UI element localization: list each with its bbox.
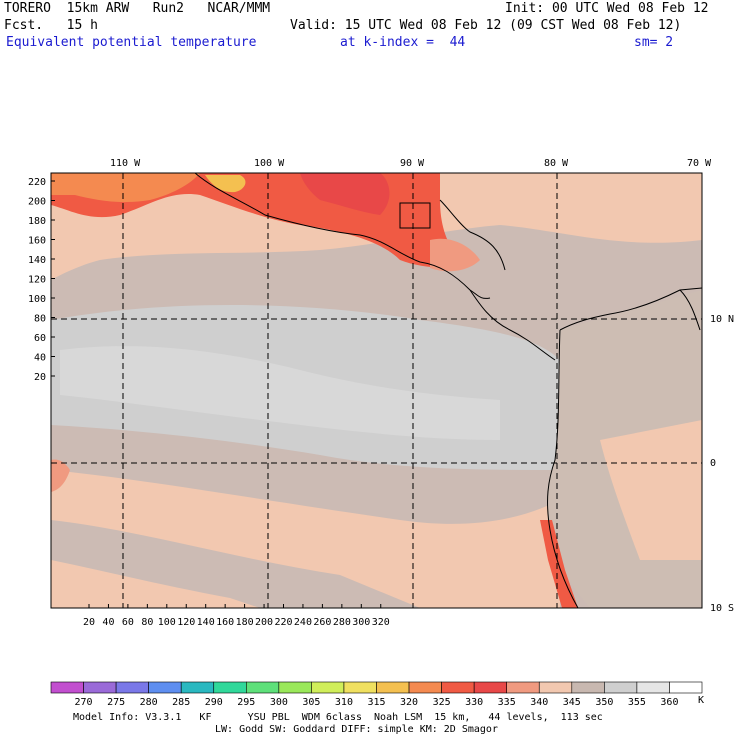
x-grid-label: 180 [236,617,254,628]
plot-frame [50,172,703,609]
colorbar-swatch [50,681,84,694]
y-grid-label: 180 [28,216,46,227]
lon-labels: 110 W 100 W 90 W 80 W 70 W [110,158,712,169]
valid-time: Valid: 15 UTC Wed 08 Feb 12 (09 CST Wed … [290,18,682,33]
x-grid-label: 220 [274,617,292,628]
colorbar-label: 345 [563,697,581,708]
colorbar-swatch [148,681,182,694]
coastlines [194,172,703,609]
colorbar-swatch [636,681,670,694]
x-grid-label: 260 [313,617,331,628]
forecast-hour: Fcst. 15 h [4,18,98,33]
colorbar-swatch [83,681,117,694]
colorbar-swatch [538,681,573,694]
colorbar-label: 275 [107,697,125,708]
colorbar-label: 300 [270,697,288,708]
model-title: TORERO 15km ARW Run2 NCAR/MMM [4,1,271,16]
colorbar-swatch [180,681,215,694]
x-grid-label: 120 [177,617,195,628]
smoothing: sm= 2 [634,35,674,50]
colorbar-label: 360 [660,697,678,708]
colorbar-swatch [571,681,605,694]
y-grid-label: 40 [34,353,46,364]
colorbar-swatch [376,681,410,694]
colorbar-label: 350 [595,697,613,708]
lon-label: 90 W [400,158,425,169]
x-grid-ticks: 20 40 60 80 100 120 140 160 180 200 220 240 260 280 30… [83,604,390,628]
x-grid-label: 280 [333,617,351,628]
colorbar-label: 310 [335,697,353,708]
colorbar-swatch [473,681,507,694]
graticule [51,173,702,608]
physics-info: LW: Godd SW: Goddard DIFF: simple KM: 2D… [215,724,498,735]
colorbar-swatch [343,681,377,694]
colorbar-label: 285 [172,697,190,708]
y-grid-ticks: 220 200 180 160 140 120 100 80 60 40 20 [28,177,55,383]
lat-label: 0 [710,458,716,469]
colorbar-swatch [115,681,149,694]
model-info: Model Info: V3.3.1 KF YSU PBL WDM 6class… [73,712,603,723]
y-grid-label: 60 [34,333,46,344]
colorbar-swatch [669,681,703,694]
colorbar-swatch [604,681,638,694]
field-name: Equivalent potential temperature [6,35,257,50]
y-grid-label: 120 [28,275,46,286]
y-grid-label: 200 [28,197,46,208]
colorbar-label: 315 [367,697,385,708]
colorbar-label: 295 [237,697,255,708]
level-index: at k-index = 44 [340,35,466,50]
lon-label: 70 W [687,158,712,169]
colorbar-label: 305 [302,697,320,708]
init-time: Init: 00 UTC Wed 08 Feb 12 [505,1,709,16]
y-grid-label: 140 [28,255,46,266]
y-grid-label: 80 [34,314,46,325]
x-grid-label: 20 [83,617,95,628]
x-grid-label: 80 [141,617,153,628]
x-grid-label: 320 [372,617,390,628]
x-grid-label: 160 [216,617,234,628]
lon-label: 80 W [544,158,569,169]
colorbar-label: 320 [400,697,418,708]
colorbar-swatch [506,681,540,694]
x-grid-label: 240 [294,617,312,628]
y-grid-label: 20 [34,372,46,383]
colorbar-label: 270 [75,697,93,708]
x-grid-label: 140 [197,617,215,628]
y-grid-label: 160 [28,236,46,247]
colorbar-unit: K [698,695,704,706]
y-grid-label: 100 [28,294,46,305]
colorbar [50,681,703,694]
colorbar-label: 325 [433,697,451,708]
x-grid-label: 200 [255,617,273,628]
lon-label: 110 W [110,158,141,169]
x-grid-label: 100 [158,617,176,628]
lat-label: 10 S [710,603,734,614]
colorbar-swatch [246,681,280,694]
colorbar-swatch [408,681,442,694]
colorbar-swatch [278,681,312,694]
field-shading [51,173,702,608]
lat-label: 10 N [710,314,734,325]
colorbar-label: 330 [465,697,483,708]
x-grid-label: 60 [122,617,134,628]
x-grid-label: 40 [102,617,114,628]
colorbar-labels: 270 275 280 285 290 295 300 305 310 315 320 325 330 3… [75,697,679,708]
colorbar-swatch [213,681,247,694]
x-grid-label: 300 [352,617,370,628]
colorbar-swatch [441,681,475,694]
colorbar-swatch [311,681,345,694]
colorbar-label: 335 [498,697,516,708]
lat-labels: 10 N 0 10 S [710,314,734,614]
colorbar-label: 290 [205,697,223,708]
colorbar-label: 280 [140,697,158,708]
lon-label: 100 W [254,158,285,169]
colorbar-label: 340 [530,697,548,708]
y-grid-label: 220 [28,177,46,188]
colorbar-label: 355 [628,697,646,708]
